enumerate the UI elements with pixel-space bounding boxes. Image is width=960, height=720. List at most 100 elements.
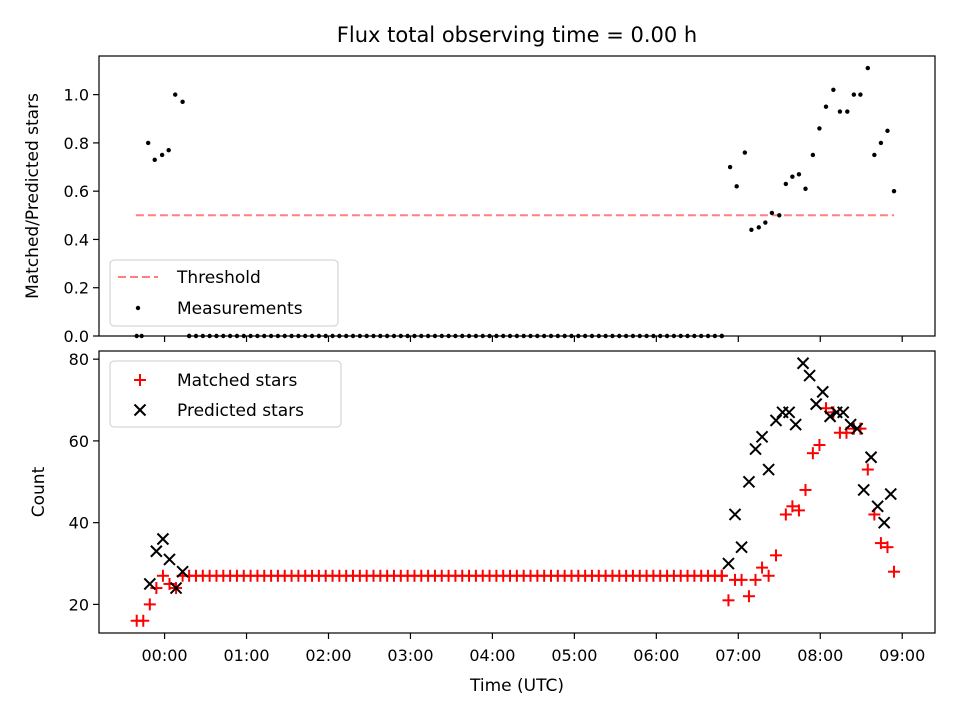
- measurement-point: [790, 174, 795, 179]
- predicted-star-point: [762, 463, 775, 476]
- measurement-point: [777, 213, 782, 218]
- measurement-point: [831, 87, 836, 92]
- measurement-point: [166, 147, 171, 153]
- x-tick-label: 06:00: [633, 646, 679, 665]
- predicted-star-point: [749, 442, 762, 456]
- x-tick-label: 00:00: [142, 646, 188, 665]
- predicted-star-point: [755, 430, 769, 444]
- measurement-point: [145, 140, 151, 146]
- ratio-y-tick-label: 0.4: [64, 230, 89, 249]
- chart-title: Flux total observing time = 0.00 h: [337, 23, 697, 47]
- predicted-star-point: [836, 406, 850, 419]
- measurement-point: [796, 172, 802, 177]
- measurement-point: [749, 227, 754, 232]
- matched-star-point: [756, 561, 769, 574]
- x-tick-label: 05:00: [551, 646, 597, 665]
- matched-star-point: [881, 541, 894, 554]
- legend-measurements-label: Measurements: [177, 299, 303, 319]
- matched-star-point: [861, 463, 874, 476]
- measurement-point: [891, 188, 897, 194]
- matched-star-point: [813, 439, 826, 451]
- matched-star-point: [742, 590, 755, 603]
- matched-star-point: [769, 549, 782, 562]
- predicted-star-point: [857, 483, 870, 497]
- matched-star-point: [150, 582, 163, 595]
- x-tick-label: 03:00: [387, 646, 433, 665]
- count-y-axis: 20 40 60 80: [69, 350, 99, 614]
- legend-measurements-swatch: [135, 305, 141, 311]
- measurement-point: [159, 152, 165, 158]
- predicted-star-point: [789, 418, 802, 431]
- ratio-y-tick-label: 0.0: [64, 327, 89, 346]
- ratio-panel: 0.0 0.2 0.4 0.6 0.8 1.0 Matched/Predicted sta…: [23, 55, 936, 346]
- x-tick-label: 01:00: [223, 646, 269, 665]
- measurement-point: [180, 99, 185, 105]
- matched-star-point: [792, 504, 805, 517]
- x-tick-label: 02:00: [305, 646, 351, 665]
- measurement-point: [734, 184, 739, 189]
- predicted-star-point: [169, 581, 183, 595]
- count-x-axis: 00:00 01:00 02:00 03:00 04:00 05:00 06:00 07:00…: [142, 633, 925, 665]
- predicted-star-point: [864, 451, 878, 464]
- matched-star-point: [715, 569, 728, 582]
- predicted-star-point: [150, 545, 163, 558]
- measurement-point: [810, 152, 816, 158]
- predicted-star-point: [871, 500, 884, 513]
- measurement-point: [885, 128, 890, 134]
- x-axis-label: Time (UTC): [469, 676, 564, 696]
- predicted-star-point: [782, 406, 796, 419]
- x-tick-label: 07:00: [715, 646, 761, 665]
- measurement-point: [742, 150, 748, 155]
- predicted-star-point: [884, 487, 897, 501]
- predicted-star-point: [850, 422, 864, 435]
- matched-star-point: [874, 537, 887, 550]
- predicted-star-point: [803, 369, 816, 382]
- measurement-point: [817, 126, 822, 131]
- matched-star-point: [779, 508, 792, 521]
- x-tick-label: 04:00: [469, 646, 515, 665]
- predicted-star-point: [156, 532, 170, 546]
- matched-star-point: [799, 483, 812, 496]
- measurement-point: [727, 164, 733, 170]
- measurement-point: [872, 152, 877, 158]
- measurement-point: [769, 210, 775, 216]
- legend-predicted-swatch: [133, 403, 147, 417]
- matched-star-point: [735, 573, 748, 586]
- measurement-point: [756, 225, 761, 230]
- predicted-star-point: [735, 540, 748, 554]
- matched-star-point: [143, 598, 156, 611]
- measurement-point: [878, 140, 884, 146]
- ratio-y-tick-label: 1.0: [64, 86, 89, 105]
- ratio-x-axis: [163, 336, 903, 342]
- matched-star-point: [749, 573, 762, 586]
- measurement-point: [783, 181, 789, 187]
- measurement-point: [803, 186, 808, 191]
- legend-threshold-label: Threshold: [176, 268, 261, 288]
- count-y-tick-label: 80: [69, 350, 89, 369]
- x-tick-label: 08:00: [797, 646, 843, 665]
- matched-star-point: [156, 569, 169, 582]
- ratio-plot-area: [134, 65, 897, 339]
- predicted-star-point: [163, 553, 176, 566]
- ratio-y-label: Matched/Predicted stars: [23, 93, 43, 299]
- matched-star-point: [137, 614, 150, 627]
- ratio-y-tick-label: 0.8: [64, 134, 89, 153]
- count-y-label: Count: [29, 466, 49, 517]
- ratio-y-tick-label: 0.6: [64, 182, 89, 201]
- measurement-point: [858, 92, 863, 97]
- measurement-point: [837, 109, 843, 114]
- predicted-star-point: [722, 557, 735, 570]
- measurement-point: [845, 109, 850, 114]
- matched-star-point: [888, 565, 901, 578]
- predicted-star-point: [823, 410, 837, 423]
- measurement-point: [152, 157, 157, 162]
- predicted-star-point: [809, 397, 823, 411]
- predicted-star-point: [769, 414, 783, 427]
- predicted-star-point: [844, 418, 857, 431]
- matched-star-point: [806, 447, 819, 460]
- measurement-point: [173, 92, 178, 97]
- legend-matched-swatch: [134, 374, 146, 386]
- ratio-axes-frame: [98, 55, 936, 337]
